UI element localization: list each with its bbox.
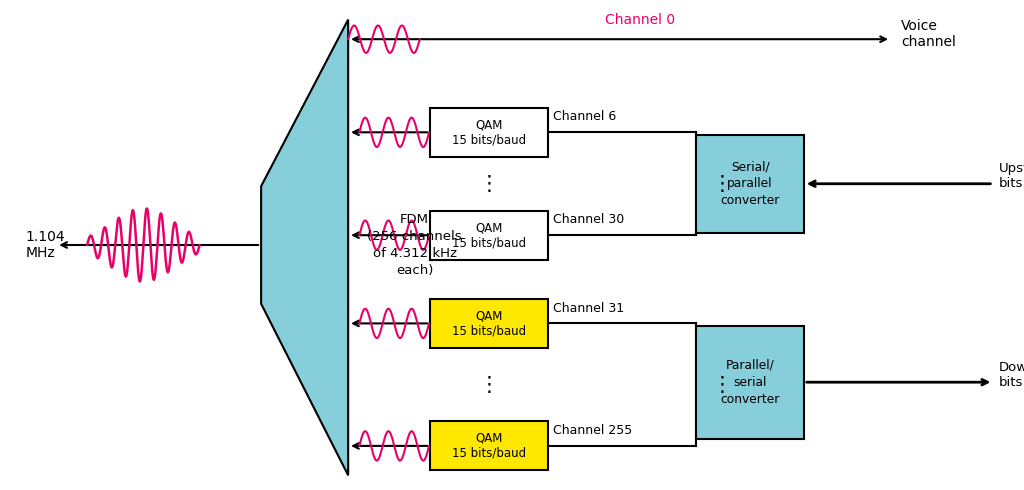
FancyBboxPatch shape [430,421,548,470]
Polygon shape [261,20,348,475]
Text: FDM
(256 channels
of 4.312 kHz
each): FDM (256 channels of 4.312 kHz each) [368,213,462,277]
Text: ⋮: ⋮ [478,174,500,194]
FancyBboxPatch shape [430,108,548,157]
Text: Serial/
parallel
converter: Serial/ parallel converter [721,160,779,207]
FancyBboxPatch shape [696,326,804,439]
Text: Voice
channel: Voice channel [901,19,956,49]
Text: Channel 31: Channel 31 [553,301,624,315]
Text: Channel 0: Channel 0 [605,13,675,27]
Text: QAM
15 bits/baud: QAM 15 bits/baud [452,309,526,338]
Text: Upstream
bits: Upstream bits [998,162,1024,191]
Text: Parallel/
serial
converter: Parallel/ serial converter [721,359,779,406]
Text: 1.104
MHz: 1.104 MHz [26,230,66,260]
Text: ⋮: ⋮ [478,375,500,394]
Text: QAM
15 bits/baud: QAM 15 bits/baud [452,432,526,460]
Text: QAM
15 bits/baud: QAM 15 bits/baud [452,221,526,249]
FancyBboxPatch shape [696,135,804,233]
Text: QAM
15 bits/baud: QAM 15 bits/baud [452,118,526,147]
FancyBboxPatch shape [430,211,548,260]
Text: ⋮: ⋮ [712,174,732,194]
Text: Channel 255: Channel 255 [553,424,632,437]
Text: Channel 30: Channel 30 [553,213,625,226]
Text: ⋮: ⋮ [712,375,732,394]
Text: Downstream
bits: Downstream bits [998,361,1024,389]
Text: Channel 6: Channel 6 [553,110,616,123]
FancyBboxPatch shape [430,299,548,348]
